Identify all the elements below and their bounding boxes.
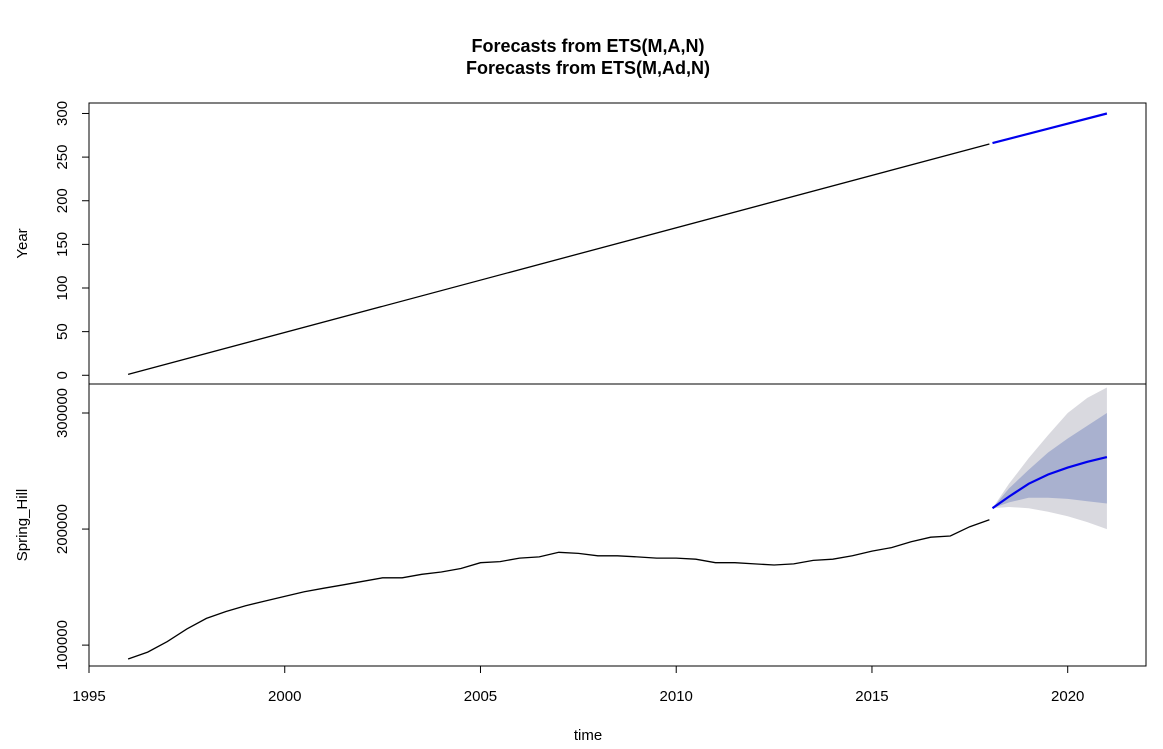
x-tick-label: 1995 (72, 688, 105, 705)
x-axis: 1995 2000 2005 2010 2015 2020 (72, 665, 1084, 705)
y-axis-label-spring-hill: Spring_Hill (14, 489, 31, 562)
x-tick-label: 2015 (855, 688, 888, 705)
y-tick-label: 0 (54, 371, 71, 379)
y-tick-label: 100000 (54, 620, 71, 670)
history-line (127, 519, 990, 660)
x-tick-label: 2005 (464, 688, 497, 705)
y-tick-label: 250 (54, 145, 71, 170)
y-tick-label: 300000 (54, 388, 71, 438)
history-line (127, 143, 990, 376)
forecast-line (991, 456, 1108, 510)
y-tick-label: 50 (54, 323, 71, 340)
x-axis-label: time (574, 727, 602, 744)
panel-spring-hill: 100000 200000 300000 (54, 383, 1147, 670)
y-tick-label: 200 (54, 188, 71, 213)
y-tick-label: 200000 (54, 504, 71, 554)
x-tick-label: 2000 (268, 688, 301, 705)
y-tick-label: 300 (54, 101, 71, 126)
chart-title-1: Forecasts from ETS(M,A,N) (471, 36, 704, 56)
x-tick-label: 2010 (660, 688, 693, 705)
forecast-band-80 (992, 413, 1107, 509)
x-tick-label: 2020 (1051, 688, 1084, 705)
y-axis-label-year: Year (14, 228, 31, 258)
panel-frame (88, 383, 1147, 667)
forecast-line (992, 112, 1108, 145)
panel-year: 0 50 100 150 200 250 300 (54, 101, 1147, 385)
chart-title-2: Forecasts from ETS(M,Ad,N) (466, 58, 710, 78)
y-tick-label: 100 (54, 275, 71, 300)
y-tick-label: 150 (54, 232, 71, 257)
